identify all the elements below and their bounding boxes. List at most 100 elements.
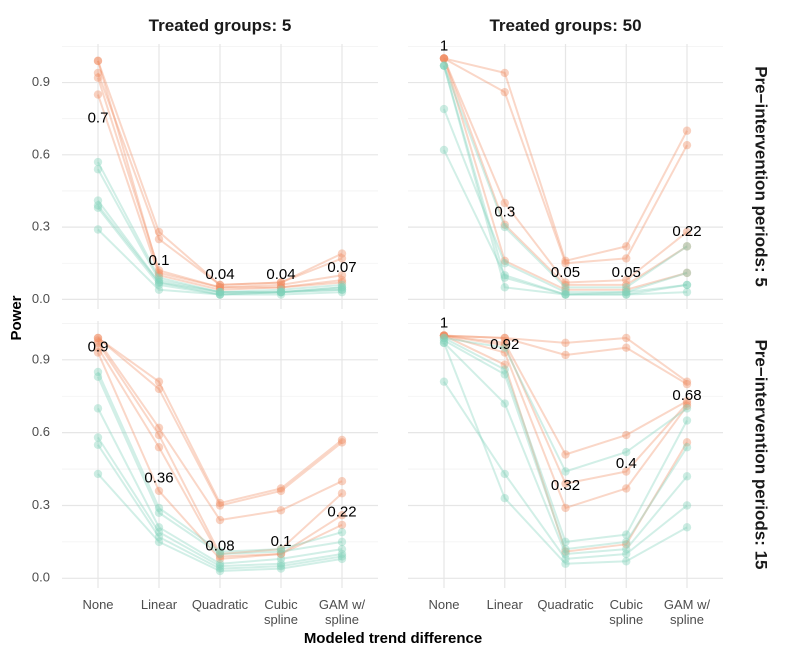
data-point: [622, 275, 631, 285]
data-point: [215, 549, 225, 559]
series-line: [443, 339, 688, 551]
data-point: [500, 493, 509, 503]
data-point: [215, 501, 225, 510]
data-point: [500, 333, 509, 343]
data-point: [622, 333, 631, 343]
data-point: [561, 467, 570, 476]
series-line: [443, 334, 688, 385]
data-point: [154, 503, 164, 513]
x-tick-label: Linear: [487, 597, 524, 612]
data-point: [500, 256, 509, 266]
y-axis-title: Power: [8, 295, 25, 340]
panels: [62, 44, 723, 588]
data-point: [215, 566, 225, 576]
x-tick-label: Linear: [141, 597, 178, 612]
series-line: [97, 337, 343, 507]
data-point: [276, 561, 286, 571]
data-point: [93, 433, 103, 442]
data-label: 0.7: [88, 110, 109, 127]
data-point: [682, 396, 692, 406]
data-point: [337, 477, 347, 486]
data-point: [561, 450, 570, 459]
series-line: [97, 60, 343, 289]
series-line: [97, 342, 343, 556]
y-tick-label: 0.3: [32, 219, 50, 234]
data-point: [215, 283, 225, 292]
data-point: [93, 90, 103, 99]
data-point: [93, 196, 103, 205]
data-point: [439, 54, 449, 63]
data-point: [682, 140, 692, 150]
panel-grid: [62, 44, 378, 309]
data-point: [276, 283, 286, 292]
data-point: [439, 331, 449, 340]
y-tick-label: 0.9: [32, 351, 50, 366]
data-point: [622, 254, 631, 263]
panel-grid: [408, 44, 723, 309]
data-point: [561, 559, 570, 568]
data-point: [682, 280, 692, 290]
x-tick-label: Cubic spline: [264, 597, 298, 627]
data-point: [215, 287, 225, 297]
data-label: 0.36: [144, 470, 173, 487]
data-point: [337, 537, 347, 547]
data-point: [337, 271, 347, 280]
data-point: [154, 527, 164, 537]
data-point: [93, 404, 103, 413]
series-line: [443, 108, 688, 294]
data-point: [93, 367, 103, 377]
series-line: [443, 58, 688, 291]
data-point: [622, 549, 631, 559]
row-strip-title: Pre−intervention periods: 5: [752, 66, 771, 287]
data-point: [682, 501, 692, 510]
data-point: [337, 280, 347, 290]
data-point: [337, 435, 347, 445]
data-point: [215, 554, 225, 564]
data-label: 0.92: [490, 336, 519, 353]
data-point: [622, 540, 631, 549]
data-point: [500, 271, 509, 280]
x-tick-label: Quadratic: [537, 597, 594, 612]
series-line: [97, 339, 343, 522]
data-point: [622, 290, 631, 299]
data-point: [93, 56, 103, 66]
panel-1-series: 1 0.3 0.05 0.05 0.22: [439, 37, 702, 299]
data-point: [276, 287, 286, 297]
data-point: [439, 331, 449, 340]
series-line: [443, 65, 688, 296]
data-point: [622, 283, 631, 292]
data-point: [154, 275, 164, 285]
series-line: [97, 407, 343, 565]
data-point: [215, 561, 225, 571]
data-point: [682, 377, 692, 386]
data-point: [561, 290, 570, 299]
data-point: [154, 227, 164, 237]
data-point: [622, 285, 631, 294]
data-label: 0.04: [266, 266, 295, 283]
data-point: [500, 333, 509, 343]
data-point: [500, 348, 509, 357]
x-axis-title: Modeled trend difference: [304, 630, 482, 647]
data-point: [93, 336, 103, 345]
data-point: [500, 469, 509, 479]
data-point: [276, 544, 286, 554]
data-point: [154, 384, 164, 394]
data-point: [154, 377, 164, 386]
y-tick-label: 0.6: [32, 424, 50, 439]
data-point: [276, 549, 286, 559]
panel-grid: [62, 321, 378, 588]
data-label: 0.08: [205, 538, 234, 555]
data-point: [154, 508, 164, 517]
data-label: 1: [440, 37, 448, 54]
data-label: 0.3: [494, 204, 515, 221]
data-point: [439, 145, 449, 155]
series-line: [97, 376, 343, 556]
data-point: [215, 280, 225, 290]
data-point: [561, 479, 570, 488]
data-point: [93, 157, 103, 167]
series-line: [443, 334, 688, 509]
data-point: [682, 268, 692, 278]
x-tick-label: Cubic spline: [609, 597, 643, 627]
data-point: [337, 283, 347, 292]
series-line: [97, 94, 343, 291]
